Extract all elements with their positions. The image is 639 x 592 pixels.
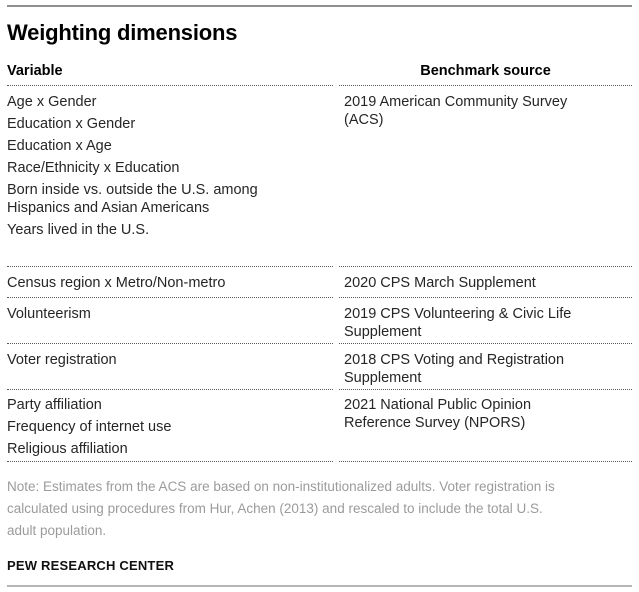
variable-cell: Age x Gender Education x Gender Educatio… — [7, 86, 333, 267]
variable-item: Born inside vs. outside the U.S. among H… — [7, 182, 258, 216]
benchmark-cell: 2019 American Community Survey (ACS) — [339, 86, 632, 267]
benchmark-cell: 2019 CPS Volunteering & Civic Life Suppl… — [339, 298, 632, 344]
table-header-row: Variable Benchmark source — [7, 63, 632, 86]
variable-item: Race/Ethnicity x Education — [7, 160, 180, 176]
column-header-variable: Variable — [7, 63, 333, 86]
table-row-voter-registration: Voter registration 2018 CPS Voting and R… — [7, 344, 632, 390]
variable-item: Frequency of internet use — [7, 419, 172, 435]
variable-cell: Voter registration — [7, 344, 333, 390]
table-row-npors: Party affiliation Frequency of internet … — [7, 390, 632, 462]
table-row-volunteerism: Volunteerism 2019 CPS Volunteering & Civ… — [7, 298, 632, 344]
benchmark-cell: 2018 CPS Voting and Registration Supplem… — [339, 344, 632, 390]
variable-item: Volunteerism — [7, 306, 91, 322]
benchmark-source-label: 2019 CPS Volunteering & Civic Life Suppl… — [344, 306, 572, 340]
pew-research-center-label: PEW RESEARCH CENTER — [7, 558, 175, 573]
benchmark-source-label: 2018 CPS Voting and Registration Supplem… — [344, 352, 565, 386]
variable-item: Voter registration — [7, 352, 117, 368]
variable-item: Years lived in the U.S. — [7, 222, 150, 238]
benchmark-source-label: 2020 CPS March Supplement — [344, 275, 536, 291]
footnote: Note: Estimates from the ACS are based o… — [7, 479, 555, 538]
variable-item: Age x Gender — [7, 94, 97, 110]
column-header-benchmark-source: Benchmark source — [339, 63, 632, 86]
benchmark-cell: 2021 National Public Opinion Reference S… — [339, 390, 632, 462]
bottom-rule — [7, 585, 632, 587]
variable-cell: Volunteerism — [7, 298, 333, 344]
table-row-acs: Age x Gender Education x Gender Educatio… — [7, 86, 632, 267]
variable-item: Census region x Metro/Non-metro — [7, 275, 226, 291]
benchmark-cell: 2020 CPS March Supplement — [339, 267, 632, 298]
benchmark-source-label: 2021 National Public Opinion Reference S… — [344, 397, 532, 431]
variable-item: Religious affiliation — [7, 441, 128, 457]
table-row-census-region: Census region x Metro/Non-metro 2020 CPS… — [7, 267, 632, 298]
variable-item: Party affiliation — [7, 397, 102, 413]
top-rule — [7, 5, 632, 7]
benchmark-source-label: 2019 American Community Survey (ACS) — [344, 94, 568, 128]
variable-item: Education x Gender — [7, 116, 136, 132]
variable-cell: Party affiliation Frequency of internet … — [7, 390, 333, 462]
variable-cell: Census region x Metro/Non-metro — [7, 267, 333, 298]
page-title: Weighting dimensions — [7, 20, 238, 45]
variable-item: Education x Age — [7, 138, 112, 154]
